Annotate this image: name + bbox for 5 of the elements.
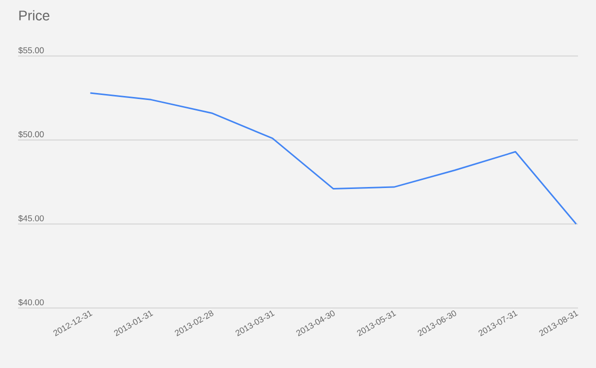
y-tick-label: $40.00 [18,298,44,306]
y-tick-label: $55.00 [18,46,44,54]
y-tick-label: $50.00 [18,130,44,138]
y-tick-label: $45.00 [18,214,44,222]
chart-title: Price [19,10,50,20]
